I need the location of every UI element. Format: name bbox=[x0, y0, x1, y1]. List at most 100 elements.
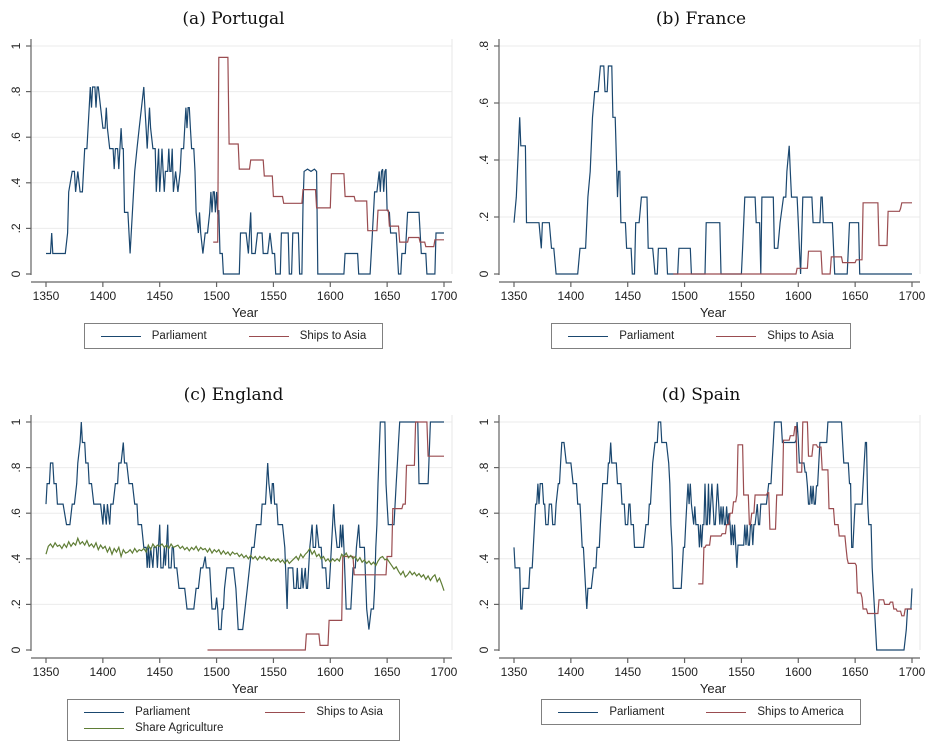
legend-entry-ships-to-asia: Ships to Asia bbox=[265, 706, 383, 718]
y-tick-label: .6 bbox=[477, 98, 491, 108]
y-tick-label: 0 bbox=[9, 646, 23, 653]
x-tick-label: 1650 bbox=[374, 665, 401, 679]
legend-entry-parliament: Parliament bbox=[84, 706, 223, 718]
chart-canvas-spain: 0 .2 .4 .6 .8 1 1350 1400 1450 1500 1550 1600 1650 17… bbox=[477, 415, 925, 696]
x-tick-label: 1600 bbox=[784, 289, 811, 303]
legend-label: Ships to Asia bbox=[316, 706, 383, 718]
y-tick-label: .2 bbox=[477, 212, 491, 222]
y-tick-label: .8 bbox=[477, 462, 491, 472]
legend-entry-ships-to-america: Ships to America bbox=[706, 706, 844, 718]
series-line-parliament bbox=[512, 65, 912, 275]
x-axis: 1350 1400 1450 1500 1550 1600 1650 1700 bbox=[498, 657, 925, 679]
legend-label: Ships to Asia bbox=[767, 330, 834, 342]
x-tick-label: 1600 bbox=[784, 665, 811, 679]
y-tick-label: .4 bbox=[477, 155, 491, 165]
y-axis: 0 .2 .4 .6 .8 1 bbox=[9, 415, 32, 653]
legend-entry-parliament: Parliament bbox=[100, 330, 207, 342]
x-tick-label: 1400 bbox=[557, 289, 584, 303]
series-line-ships-to-asia bbox=[213, 56, 444, 248]
chart-legend-england: Parliament Ships to Asia Share Agriculture bbox=[67, 699, 400, 741]
x-axis-title: Year bbox=[232, 681, 259, 696]
x-axis-title: Year bbox=[699, 681, 726, 696]
legend-label: Ships to Asia bbox=[299, 330, 367, 342]
y-tick-label: 1 bbox=[9, 42, 23, 49]
x-tick-label: 1700 bbox=[898, 665, 925, 679]
x-tick-label: 1600 bbox=[317, 665, 344, 679]
y-tick-label: .4 bbox=[9, 177, 23, 187]
y-tick-label: .2 bbox=[9, 599, 23, 609]
legend-label: Parliament bbox=[609, 706, 665, 718]
legend-entry-ships-to-asia: Ships to Asia bbox=[248, 330, 367, 342]
legend-line-sample bbox=[558, 711, 599, 713]
series-line-parliament bbox=[45, 421, 444, 631]
x-tick-label: 1500 bbox=[671, 665, 698, 679]
x-tick-label: 1350 bbox=[500, 665, 527, 679]
y-tick-label: 0 bbox=[9, 270, 23, 277]
x-tick-label: 1650 bbox=[841, 289, 868, 303]
y-axis: 0 .2 .4 .6 .8 1 bbox=[477, 415, 500, 653]
x-tick-label: 1400 bbox=[90, 289, 117, 303]
x-tick-label: 1700 bbox=[431, 289, 458, 303]
legend-line-sample bbox=[568, 335, 609, 337]
x-tick-label: 1350 bbox=[33, 665, 60, 679]
x-tick-label: 1550 bbox=[260, 289, 287, 303]
y-tick-label: .8 bbox=[9, 86, 23, 96]
x-tick-label: 1450 bbox=[146, 289, 173, 303]
x-tick-label: 1650 bbox=[374, 289, 401, 303]
y-tick-label: .4 bbox=[477, 553, 491, 563]
legend-label: Share Agriculture bbox=[135, 722, 224, 734]
gridlines bbox=[498, 421, 920, 605]
x-tick-label: 1450 bbox=[614, 665, 641, 679]
y-axis: 0 .2 .4 .6 .8 1 bbox=[9, 39, 32, 277]
x-tick-label: 1400 bbox=[90, 665, 117, 679]
legend-line-sample bbox=[706, 711, 747, 713]
legend-line-sample bbox=[716, 335, 757, 337]
x-tick-label: 1650 bbox=[841, 665, 868, 679]
y-tick-label: .6 bbox=[9, 508, 23, 518]
chart-canvas-england: 0 .2 .4 .6 .8 1 1350 1400 1450 1500 1550 1600 1650 17… bbox=[9, 415, 458, 696]
x-tick-label: 1700 bbox=[898, 289, 925, 303]
x-axis-title: Year bbox=[699, 305, 726, 320]
legend-label: Parliament bbox=[135, 706, 191, 718]
x-axis-title: Year bbox=[232, 305, 259, 320]
x-tick-label: 1500 bbox=[203, 665, 230, 679]
gridlines bbox=[31, 45, 452, 229]
x-tick-label: 1600 bbox=[317, 289, 344, 303]
series-line-parliament bbox=[512, 421, 913, 651]
x-axis: 1350 1400 1450 1500 1550 1600 1650 1700 bbox=[31, 281, 458, 303]
series-line-share-agriculture bbox=[45, 536, 445, 591]
chart-spain: (d) Spain 0 .2 .4 .6 .8 1 1350 1400 1450 1500 1550… bbox=[467, 376, 935, 753]
x-tick-label: 1700 bbox=[431, 665, 458, 679]
legend-entry-ships-to-asia: Ships to Asia bbox=[716, 330, 834, 342]
chart-england: (c) England 0 .2 .4 .6 .8 1 1350 1400 1450 1500 15… bbox=[0, 376, 467, 753]
chart-portugal: (a) Portugal 0.2.4.6.8 1 1350 1400 1450 1500 1… bbox=[0, 0, 467, 376]
gridlines bbox=[31, 421, 452, 605]
legend-entry-parliament: Parliament bbox=[558, 706, 664, 718]
x-tick-label: 1350 bbox=[33, 289, 60, 303]
legend-label: Ships to America bbox=[757, 706, 844, 718]
x-tick-label: 1550 bbox=[260, 665, 287, 679]
y-tick-label: 0 bbox=[477, 646, 491, 653]
legend-entry-parliament: Parliament bbox=[568, 330, 674, 342]
y-tick-label: 1 bbox=[477, 418, 491, 425]
chart-canvas-portugal: 0 .2 .4 .6 .8 1 1350 1400 1450 1500 1550 1600 1650 17… bbox=[9, 39, 458, 320]
x-tick-label: 1500 bbox=[671, 289, 698, 303]
gridlines bbox=[498, 45, 920, 218]
chart-canvas-france: 0 .2 .4 .6 .8 1350 1400 1450 1500 1550 1600 1650 170… bbox=[477, 39, 925, 320]
legend-line-sample bbox=[265, 711, 306, 713]
legend-label: Parliament bbox=[151, 330, 207, 342]
y-tick-label: .8 bbox=[9, 462, 23, 472]
x-tick-label: 1550 bbox=[728, 665, 755, 679]
y-tick-label: .4 bbox=[9, 553, 23, 563]
legend-entry-share-agriculture: Share Agriculture bbox=[84, 722, 223, 734]
chart-title-france: (b) France bbox=[655, 9, 747, 29]
x-tick-label: 1450 bbox=[146, 665, 173, 679]
chart-legend-france: Parliament Ships to Asia bbox=[551, 323, 851, 349]
y-axis: 0 .2 .4 .6 .8 bbox=[477, 39, 500, 277]
legend-line-sample bbox=[84, 727, 125, 729]
chart-legend-portugal: Parliament Ships to Asia bbox=[83, 323, 384, 349]
series-line-ships-to-america bbox=[697, 421, 912, 617]
x-axis: 1350 1400 1450 1500 1550 1600 1650 1700 bbox=[31, 657, 458, 679]
chart-legend-spain: Parliament Ships to America bbox=[541, 699, 861, 725]
